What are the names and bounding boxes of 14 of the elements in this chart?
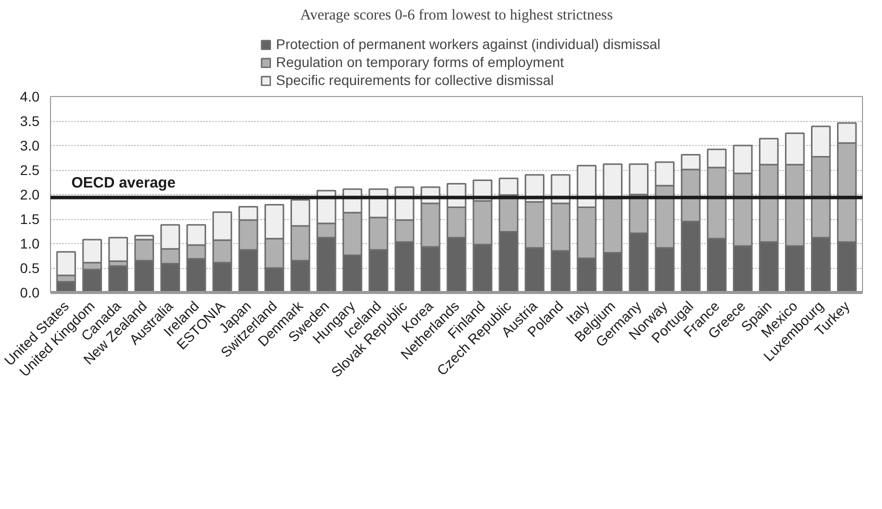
chart-title: Average scores 0-6 from lowest to highest strictness xyxy=(300,8,613,24)
legend-label: Specific requirements for collective dismissal xyxy=(276,72,554,88)
y-tick-label: 3.5 xyxy=(20,113,40,129)
legend-label: Protection of permanent workers against (individual) dismissal xyxy=(276,36,660,52)
y-tick-label: 3.0 xyxy=(20,138,40,154)
y-tick-label: 2.0 xyxy=(20,186,40,202)
ref-line-label: OECD average xyxy=(71,174,176,192)
y-tick-label: 2.5 xyxy=(20,162,40,178)
y-tick-label: 1.5 xyxy=(20,211,40,227)
legend-label: Regulation on temporary forms of employment xyxy=(276,54,564,70)
y-tick-label: 1.0 xyxy=(20,236,40,252)
y-tick-label: 0.5 xyxy=(20,260,40,276)
y-tick-label: 0.0 xyxy=(20,284,40,300)
y-tick-label: 4.0 xyxy=(20,88,40,104)
